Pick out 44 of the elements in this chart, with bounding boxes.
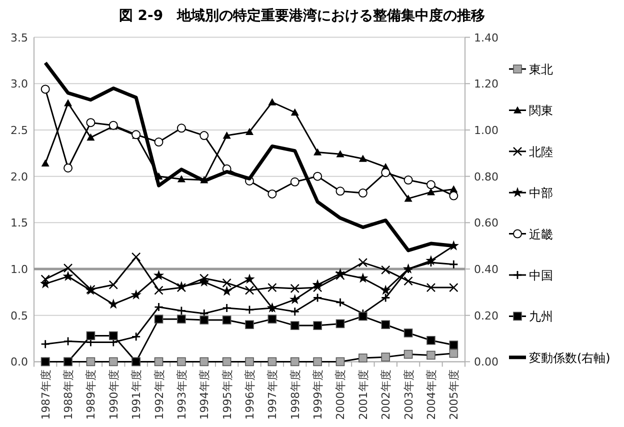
x-tick-label: 1995年度 xyxy=(220,370,234,420)
x-tick-label: 2005年度 xyxy=(448,370,461,420)
legend-label: 中国 xyxy=(529,268,553,282)
y2-tick-label: 1.00 xyxy=(474,124,498,137)
x-tick-label: 1987年度 xyxy=(39,370,52,420)
x-tick-label: 2001年度 xyxy=(356,370,370,420)
legend-label: 関東 xyxy=(529,104,553,118)
legend-label: 北陸 xyxy=(529,144,553,159)
y2-tick-label: 0.20 xyxy=(474,309,498,322)
chart-title: 図 2-9 地域別の特定重要港湾における整備集中度の推移 xyxy=(118,7,486,24)
x-tick-label: 2004年度 xyxy=(424,370,438,420)
y-tick-label: 1.0 xyxy=(10,263,28,276)
y-tick-label: 0.0 xyxy=(10,356,28,369)
y-tick-label: 1.5 xyxy=(10,216,28,230)
x-tick-label: 1993年度 xyxy=(175,370,188,420)
x-tick-label: 2003年度 xyxy=(402,370,416,420)
x-tick-label: 1989年度 xyxy=(84,370,98,420)
x-tick-label: 1988年度 xyxy=(62,370,76,420)
y2-tick-label: 0.00 xyxy=(474,356,498,369)
y-tick-label: 2.0 xyxy=(10,170,28,184)
x-tick-label: 1994年度 xyxy=(198,370,212,420)
x-tick-label: 1990年度 xyxy=(107,370,120,420)
x-tick-label: 1991年度 xyxy=(130,370,144,420)
y2-tick-label: 1.20 xyxy=(474,78,498,91)
legend-label: 変動係数(右軸) xyxy=(529,350,610,365)
x-tick-label: 2002年度 xyxy=(380,370,393,420)
x-tick-label: 1999年度 xyxy=(312,370,325,420)
y2-tick-label: 0.40 xyxy=(474,263,498,276)
x-tick-label: 1992年度 xyxy=(152,370,166,420)
x-tick-label: 2000年度 xyxy=(334,370,348,420)
y2-tick-label: 0.80 xyxy=(474,170,498,184)
y-tick-label: 0.5 xyxy=(10,309,28,322)
legend-label: 東北 xyxy=(529,62,553,76)
legend-label: 九州 xyxy=(529,310,553,324)
y2-tick-label: 1.40 xyxy=(474,31,498,44)
x-tick-label: 1996年度 xyxy=(244,370,256,420)
legend-label: 中部 xyxy=(529,186,553,200)
x-tick-label: 1997年度 xyxy=(266,370,280,420)
y2-tick-label: 0.60 xyxy=(474,216,498,230)
y-tick-label: 2.5 xyxy=(10,124,28,137)
y-tick-label: 3.0 xyxy=(10,78,28,91)
x-tick-label: 1998年度 xyxy=(288,370,302,420)
legend-label: 近畿 xyxy=(529,227,553,242)
y-tick-label: 3.5 xyxy=(10,31,28,44)
